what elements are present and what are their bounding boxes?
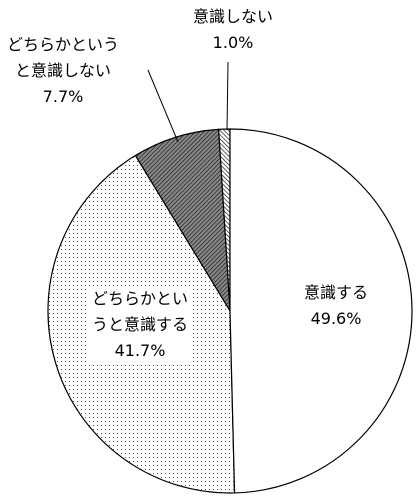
value-label: 41.7%: [114, 341, 166, 360]
value-label: 1.0%: [212, 33, 254, 52]
slice-label: どちらかというと意識しない 7.7%: [2, 32, 124, 110]
category-label: 意識しない: [192, 7, 273, 26]
category-label: どちらかというと意識しない: [6, 35, 119, 80]
value-label: 49.6%: [310, 309, 362, 328]
leader-line: [226, 61, 229, 131]
slice-label: 意識する 49.6%: [286, 280, 386, 332]
value-label: 7.7%: [42, 87, 84, 106]
pie-slice: [229, 128, 413, 494]
slice-label: 意識しない 1.0%: [183, 4, 283, 56]
slice-label: どちらかというと意識する 41.7%: [88, 286, 192, 364]
category-label: どちらかというと意識する: [91, 289, 188, 334]
leader-line: [147, 69, 179, 143]
category-label: 意識する: [303, 283, 368, 302]
